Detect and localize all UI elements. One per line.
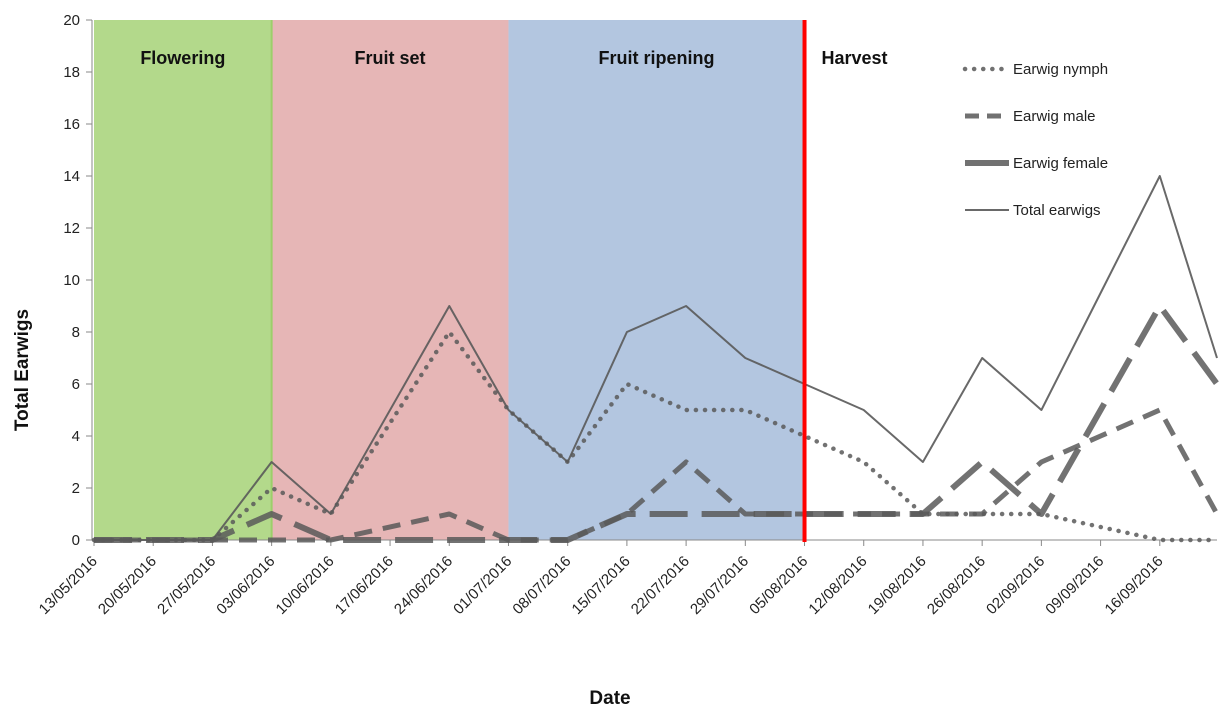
- x-tick-label-8: 08/07/2016: [509, 553, 574, 618]
- phase-label-1: Fruit set: [355, 48, 426, 68]
- phase-band-2: [508, 20, 805, 540]
- x-tick-label-15: 26/08/2016: [924, 553, 989, 618]
- y-tick-label-6: 6: [72, 376, 80, 393]
- x-tick-label-1: 20/05/2016: [95, 553, 160, 618]
- x-tick-label-9: 15/07/2016: [569, 553, 634, 618]
- legend-label-3: Total earwigs: [1013, 202, 1101, 219]
- x-tick-label-17: 09/09/2016: [1042, 553, 1107, 618]
- x-tick-label-6: 24/06/2016: [391, 553, 456, 618]
- legend: Earwig nymph Earwig male Earwig female Tota…: [962, 61, 1108, 219]
- y-tick-label-4: 4: [72, 428, 80, 445]
- x-tick-label-5: 17/06/2016: [332, 553, 397, 618]
- series-line-earwig-male: [94, 407, 1219, 543]
- x-tick-label-10: 22/07/2016: [628, 553, 693, 618]
- x-tick-label-12: 05/08/2016: [746, 553, 811, 618]
- x-tick-label-3: 03/06/2016: [213, 553, 278, 618]
- x-tick-label-18: 16/09/2016: [1102, 553, 1167, 618]
- y-tick-label-14: 14: [63, 168, 80, 185]
- y-tick-label-2: 2: [72, 480, 80, 497]
- phase-backgrounds: [94, 20, 805, 540]
- series-line-earwig-nymph: [91, 329, 1219, 543]
- x-tick-label-11: 29/07/2016: [687, 553, 752, 618]
- phase-band-0: [94, 20, 272, 540]
- y-tick-label-0: 0: [72, 532, 80, 549]
- legend-label-1: Earwig male: [1013, 108, 1096, 125]
- y-tick-label-20: 20: [63, 12, 80, 29]
- x-tick-label-13: 12/08/2016: [805, 553, 870, 618]
- legend-label-2: Earwig female: [1013, 155, 1108, 172]
- phase-labels: Flowering Fruit set Fruit ripening Harvest: [140, 48, 887, 68]
- axis-titles: Total Earwigs Date: [12, 309, 631, 709]
- series-line-earwig-female: [94, 303, 1219, 543]
- x-tick-label-16: 02/09/2016: [983, 553, 1048, 618]
- x-tick-label-4: 10/06/2016: [273, 553, 338, 618]
- x-tick-label-0: 13/05/2016: [36, 553, 101, 618]
- x-axis-title: Date: [589, 688, 630, 709]
- phase-label-0: Flowering: [140, 48, 225, 68]
- x-tick-label-14: 19/08/2016: [865, 553, 930, 618]
- y-tick-label-16: 16: [63, 116, 80, 133]
- y-tick-label-10: 10: [63, 272, 80, 289]
- phase-label-3: Harvest: [822, 48, 888, 68]
- legend-label-0: Earwig nymph: [1013, 61, 1108, 78]
- series-lines: [91, 175, 1219, 543]
- series-line-total-earwigs: [94, 175, 1218, 541]
- y-tick-label-12: 12: [63, 220, 80, 237]
- y-axis-title: Total Earwigs: [12, 309, 33, 431]
- phase-band-1: [271, 20, 509, 540]
- x-tick-label-7: 01/07/2016: [450, 553, 515, 618]
- x-tick-label-2: 27/05/2016: [154, 553, 219, 618]
- phase-label-2: Fruit ripening: [599, 48, 715, 68]
- y-tick-label-8: 8: [72, 324, 80, 341]
- y-tick-label-18: 18: [63, 64, 80, 81]
